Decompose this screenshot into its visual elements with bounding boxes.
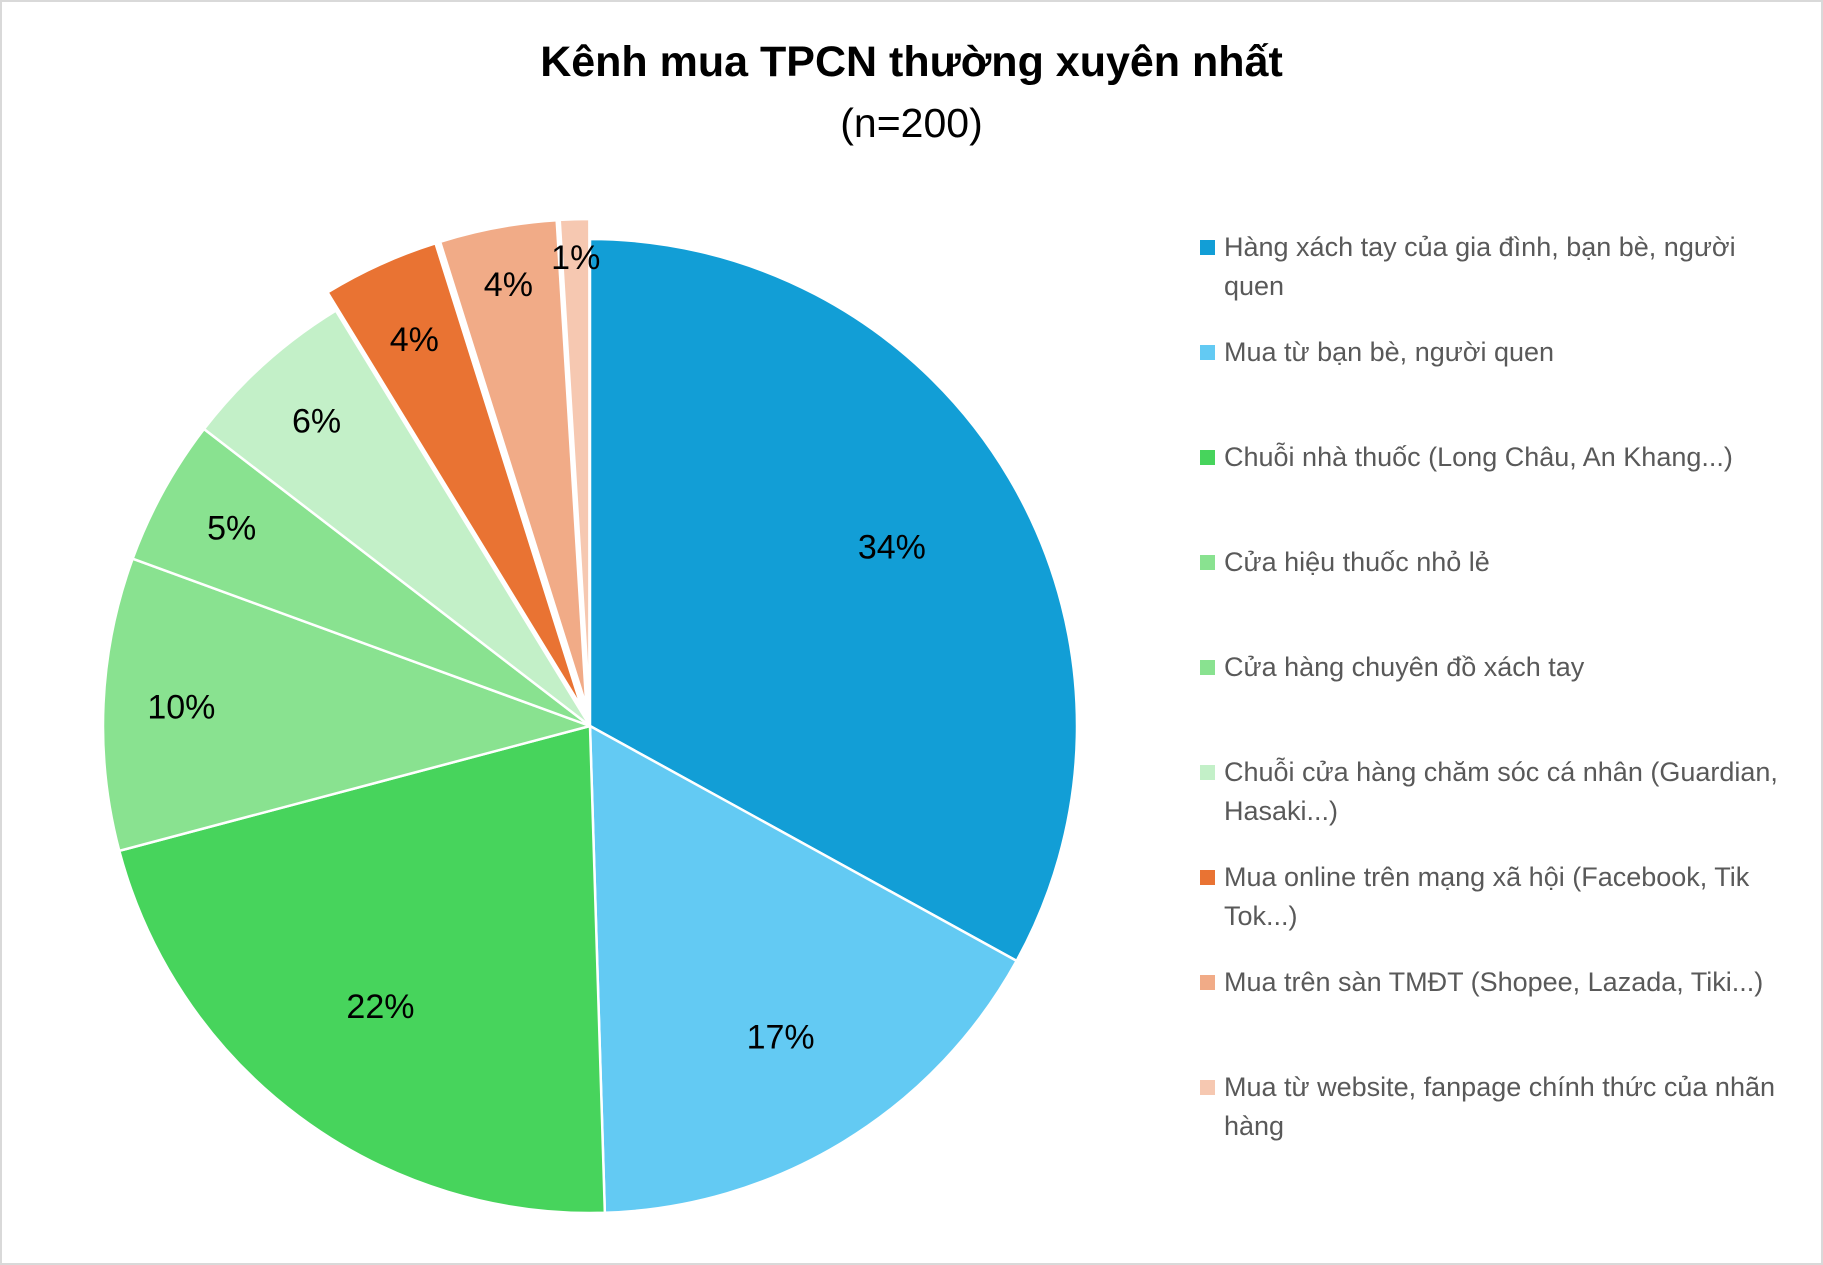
pie-slice-mua-tu-ban-be (588, 724, 1018, 1215)
pie-slice-website-fanpage (558, 217, 591, 708)
pie-slice-san-tmdt (438, 218, 588, 708)
pie-slice-cua-hieu-thuoc (101, 557, 592, 853)
legend-swatch (1200, 870, 1215, 885)
data-label-cua-hang-xach-tay: 5% (207, 510, 256, 548)
legend-label: Mua trên sàn TMĐT (Shopee, Lazada, Tiki.… (1224, 967, 1764, 997)
legend-swatch (1200, 660, 1215, 675)
data-label-chuoi-cham-soc: 6% (292, 403, 341, 441)
data-label-mxh-online: 4% (390, 321, 439, 359)
legend-swatch (1200, 555, 1215, 570)
legend-swatch (1200, 765, 1215, 780)
chart-subtitle: (n=200) (840, 100, 983, 146)
legend-swatch (1200, 450, 1215, 465)
legend-swatch (1200, 1080, 1215, 1095)
legend-swatch (1200, 975, 1215, 990)
pie-slice-chuoi-cham-soc (202, 309, 592, 728)
legend-label: Mua từ bạn bè, người quen (1224, 337, 1555, 367)
legend-label: Chuỗi cửa hàng chăm sóc cá nhân (Guardia… (1224, 757, 1778, 826)
data-label-cua-hieu-thuoc: 10% (147, 688, 215, 726)
data-label-hang-xach-tay: 34% (858, 529, 926, 567)
legend-label: Mua từ website, fanpage chính thức của n… (1224, 1072, 1775, 1141)
legend-label: Hàng xách tay của gia đình, bạn bè, ngườ… (1224, 232, 1736, 301)
legend-swatch (1200, 240, 1215, 255)
legend-label: Cửa hiệu thuốc nhỏ lẻ (1224, 547, 1490, 577)
pie-slice-cua-hang-xach-tay (131, 427, 592, 728)
pie-slice-hang-xach-tay (588, 237, 1079, 963)
legend-swatch (1200, 345, 1215, 360)
data-label-san-tmdt: 4% (484, 266, 533, 304)
pie-slice-mxh-online (326, 242, 583, 710)
legend-label: Mua online trên mạng xã hội (Facebook, T… (1224, 862, 1750, 931)
data-label-mua-tu-ban-be: 17% (747, 1019, 815, 1057)
legend-label: Chuỗi nhà thuốc (Long Châu, An Khang...) (1224, 442, 1733, 472)
data-label-website-fanpage: 1% (551, 239, 600, 277)
pie-slice-chuoi-nha-thuoc (118, 724, 607, 1215)
legend-label: Cửa hàng chuyên đồ xách tay (1224, 652, 1585, 682)
data-label-chuoi-nha-thuoc: 22% (346, 988, 414, 1026)
chart-title: Kênh mua TPCN thường xuyên nhất (540, 38, 1283, 86)
